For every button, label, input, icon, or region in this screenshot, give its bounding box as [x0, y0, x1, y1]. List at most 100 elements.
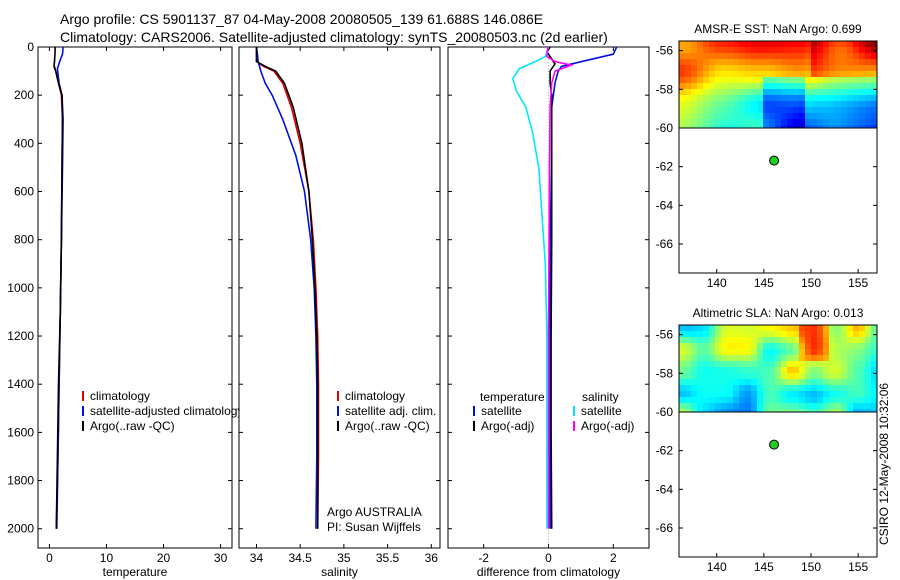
map-cell [685, 89, 692, 96]
map-cell [847, 379, 854, 386]
map-cell [805, 59, 812, 66]
map-cell [787, 331, 794, 338]
map-cell [781, 325, 788, 332]
y-tick-label: 2000 [7, 522, 34, 536]
map-cell [841, 367, 848, 374]
map-cell [715, 325, 722, 332]
legend-label: Argo(-adj) [581, 419, 634, 433]
map-cell [793, 361, 800, 368]
map-cell [691, 47, 698, 54]
map-cell [829, 113, 836, 120]
map-cell [757, 59, 764, 66]
map-cell [829, 367, 836, 374]
map-cell [871, 65, 878, 72]
header-line-2: Climatology: CARS2006. Satellite-adjuste… [60, 29, 608, 45]
map-cell [769, 379, 776, 386]
map-cell [715, 83, 722, 90]
map-cell [859, 59, 866, 66]
map-cell [775, 83, 782, 90]
map-cell [685, 95, 692, 102]
map-cell [727, 101, 734, 108]
legend-label: Argo(-adj) [481, 419, 534, 433]
map-cell [745, 373, 752, 380]
map-cell [763, 337, 770, 344]
map-cell [751, 397, 758, 404]
map-cell [793, 403, 800, 410]
map-cell [715, 89, 722, 96]
map-cell [733, 361, 740, 368]
map-cell [685, 409, 692, 413]
map-cell [817, 89, 824, 96]
map-cell [685, 113, 692, 120]
map-cell [853, 331, 860, 338]
map-cell [811, 373, 818, 380]
map-cell [757, 107, 764, 114]
map-cell [745, 379, 752, 386]
map-cell [763, 397, 770, 404]
map-cell [823, 41, 830, 48]
map-cell [823, 391, 830, 398]
map-cell [799, 397, 806, 404]
map-cell [793, 397, 800, 404]
map-cell [739, 331, 746, 338]
map-cell [739, 355, 746, 362]
map-cell [871, 367, 878, 374]
map-cell [781, 113, 788, 120]
map-cell [691, 95, 698, 102]
map-cell [751, 71, 758, 78]
map-cell [685, 391, 692, 398]
map-cell [769, 361, 776, 368]
map-cell [847, 409, 854, 413]
map-cell [751, 391, 758, 398]
map-cell [685, 125, 692, 129]
map-cell [733, 397, 740, 404]
map-cell [745, 113, 752, 120]
map-cell [865, 125, 872, 129]
map-cell [817, 83, 824, 90]
panel-frame [37, 46, 233, 549]
map-cell [865, 355, 872, 362]
map-cell [679, 397, 686, 404]
map-cell [703, 391, 710, 398]
map-cell [745, 101, 752, 108]
map-cell [811, 331, 818, 338]
map-cell [685, 331, 692, 338]
map-cell [853, 119, 860, 126]
map-cell [685, 47, 692, 54]
map-cell [787, 337, 794, 344]
map-cell [739, 373, 746, 380]
map-cell [865, 367, 872, 374]
map-cell [757, 349, 764, 356]
map-cell [817, 331, 824, 338]
map-cell [679, 391, 686, 398]
map-cell [859, 113, 866, 120]
map-cell [853, 77, 860, 84]
map-cell [847, 361, 854, 368]
map-cell [697, 385, 704, 392]
map-cell [709, 337, 716, 344]
map-cell [709, 367, 716, 374]
map-cell [823, 373, 830, 380]
map-cell [811, 95, 818, 102]
map-cell [727, 349, 734, 356]
map-cell [757, 409, 764, 413]
map-cell [823, 355, 830, 362]
y-tick-label: 0 [27, 40, 34, 54]
map-cell [733, 385, 740, 392]
map-cell [691, 65, 698, 72]
map-cell [763, 77, 770, 84]
map-cell [823, 385, 830, 392]
map-cell [805, 385, 812, 392]
map-cell [871, 391, 878, 398]
map-cell [853, 367, 860, 374]
map-cell [853, 403, 860, 410]
legend-label: climatology [345, 389, 405, 403]
map-cell [823, 71, 830, 78]
map-cell [733, 391, 740, 398]
map-cell [691, 349, 698, 356]
map-cell [751, 337, 758, 344]
map-cell [871, 373, 878, 380]
x-tick-label: 155 [848, 276, 868, 290]
map-cell [709, 403, 716, 410]
x-tick-label: 150 [801, 276, 821, 290]
